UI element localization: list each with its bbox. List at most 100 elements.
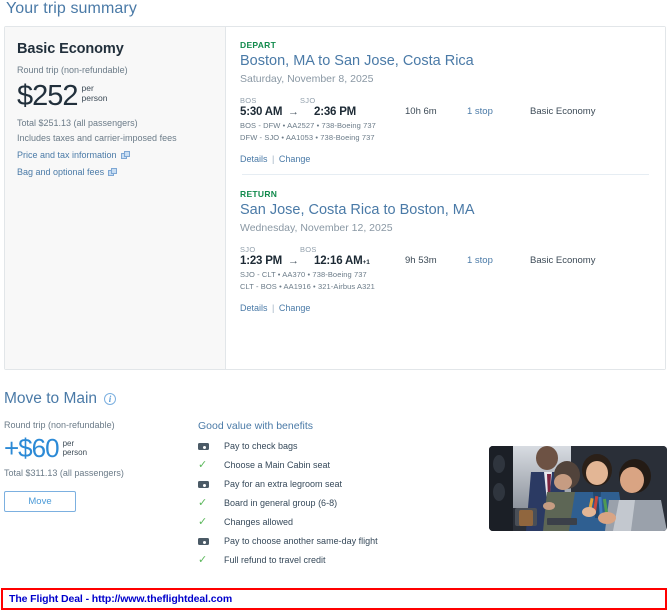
- flight-leg-depart: DEPART Boston, MA to San Jose, Costa Ric…: [240, 40, 651, 164]
- leg-duration: 9h 53m: [405, 255, 437, 266]
- origin-code: SJO: [240, 245, 256, 254]
- bag-and-optional-fees-link[interactable]: Bag and optional fees: [17, 167, 213, 177]
- check-icon: ✓: [198, 553, 208, 566]
- segment-detail: SJO - CLT • AA370 • 738-Boeing 737: [240, 270, 367, 279]
- arrow-right-icon: →: [288, 255, 299, 267]
- fare-panel: Basic Economy Round trip (non-refundable…: [5, 27, 226, 369]
- benefit-label: Full refund to travel credit: [224, 555, 326, 565]
- upsell-price-unit-person: person: [62, 448, 88, 457]
- fare-taxes-note: Includes taxes and carrier-imposed fees: [17, 133, 177, 143]
- leg-duration: 10h 6m: [405, 106, 437, 117]
- benefit-item: ✓ Board in general group (6-8): [198, 497, 478, 508]
- leg-actions-separator: |: [272, 154, 275, 164]
- trip-summary-card: Basic Economy Round trip (non-refundable…: [4, 26, 666, 370]
- origin-code: BOS: [240, 96, 257, 105]
- fare-price-row: $252 per person: [17, 81, 213, 111]
- benefit-item: Pay to choose another same-day flight: [198, 536, 478, 546]
- external-link-icon: [108, 167, 118, 177]
- leg-times: SJO BOS 1:23 PM → 12:16 AM +1: [240, 245, 405, 267]
- leg-actions-separator: |: [272, 303, 275, 313]
- upsell-price: +$60: [4, 433, 60, 463]
- cabin-passengers-photo: [489, 446, 667, 531]
- upsell-total: Total $311.13 (all passengers): [4, 468, 124, 478]
- check-icon: ✓: [198, 458, 208, 471]
- benefit-label: Pay to choose another same-day flight: [224, 536, 378, 546]
- leg-cabin: Basic Economy: [530, 106, 596, 117]
- upsell-price-unit: per person: [63, 439, 87, 457]
- fare-total: Total $251.13 (all passengers): [17, 118, 138, 128]
- leg-airport-codes: BOS SJO: [240, 96, 405, 105]
- leg-timeline: 1:23 PM → 12:16 AM +1: [240, 255, 405, 267]
- info-icon[interactable]: i: [104, 393, 117, 405]
- leg-change-link[interactable]: Change: [278, 303, 311, 313]
- benefit-label: Choose a Main Cabin seat: [224, 460, 331, 470]
- price-and-tax-information-label: Price and tax information: [17, 150, 117, 160]
- benefit-label: Pay for an extra legroom seat: [224, 479, 343, 489]
- leg-change-link[interactable]: Change: [278, 154, 311, 164]
- move-to-main-label: Move to Main: [4, 390, 98, 407]
- benefits-title: Good value with benefits: [198, 420, 313, 432]
- leg-divider: [242, 174, 649, 175]
- benefit-item: ✓ Choose a Main Cabin seat: [198, 458, 478, 471]
- flight-deal-banner: The Flight Deal - http://www.theflightde…: [1, 588, 667, 610]
- upsell-price-row: +$60 per person: [4, 435, 194, 462]
- fare-price-unit-per: per: [81, 83, 94, 93]
- cabin-photo-illustration: [489, 446, 667, 531]
- benefit-label: Board in general group (6-8): [224, 498, 338, 508]
- destination-code: BOS: [300, 245, 317, 254]
- leg-tag: DEPART: [240, 40, 277, 50]
- benefits-panel: Good value with benefits Pay to check ba…: [198, 420, 478, 565]
- leg-date: Wednesday, November 12, 2025: [240, 222, 393, 234]
- leg-airport-codes: SJO BOS: [240, 245, 405, 254]
- leg-details-link[interactable]: Details: [240, 154, 268, 164]
- arrive-time: 12:16 AM: [314, 255, 363, 267]
- flight-deal-banner-text[interactable]: The Flight Deal - http://www.theflightde…: [9, 593, 233, 605]
- segment-detail: CLT - BOS • AA1916 • 321-Airbus A321: [240, 282, 375, 291]
- move-to-main-title: Move to Main i: [4, 390, 117, 408]
- segment-detail: DFW - SJO • AA1053 • 738-Boeing 737: [240, 133, 375, 142]
- upsell-trip-type: Round trip (non-refundable): [4, 420, 115, 430]
- leg-times: BOS SJO 5:30 AM → 2:36 PM: [240, 96, 405, 118]
- destination-code: SJO: [300, 96, 316, 105]
- benefit-item: Pay to check bags: [198, 441, 478, 451]
- money-icon: [198, 442, 224, 450]
- price-and-tax-information-link[interactable]: Price and tax information: [17, 150, 213, 160]
- money-icon: [198, 537, 224, 545]
- arrow-right-icon: →: [288, 106, 299, 118]
- fare-price-unit: per person: [81, 83, 108, 103]
- depart-time: 1:23 PM: [240, 255, 283, 267]
- leg-actions: Details | Change: [240, 303, 651, 313]
- benefit-item: ✓ Full refund to travel credit: [198, 553, 478, 566]
- leg-timeline: 5:30 AM → 2:36 PM: [240, 106, 405, 118]
- upsell-price-unit-per: per: [62, 439, 75, 448]
- leg-summary-row: BOS SJO 5:30 AM → 2:36 PM 10h 6m 1 stop …: [240, 96, 651, 118]
- flight-leg-return: RETURN San Jose, Costa Rica to Boston, M…: [240, 189, 651, 313]
- leg-route[interactable]: Boston, MA to San Jose, Costa Rica: [240, 53, 474, 69]
- benefit-label: Changes allowed: [224, 517, 294, 527]
- bag-and-optional-fees-label: Bag and optional fees: [17, 167, 105, 177]
- leg-summary-row: SJO BOS 1:23 PM → 12:16 AM +1 9h 53m 1 s…: [240, 245, 651, 267]
- leg-actions: Details | Change: [240, 154, 651, 164]
- benefit-item: ✓ Changes allowed: [198, 515, 478, 528]
- arrive-time: 2:36 PM: [314, 106, 357, 118]
- leg-stops-link[interactable]: 1 stop: [467, 255, 493, 266]
- external-link-icon: [120, 150, 130, 160]
- segment-detail: BOS - DFW • AA2527 • 738-Boeing 737: [240, 121, 376, 130]
- depart-time: 5:30 AM: [240, 106, 283, 118]
- arrive-day-offset: +1: [362, 259, 370, 266]
- fare-trip-type: Round trip (non-refundable): [17, 65, 128, 75]
- fare-name: Basic Economy: [17, 41, 124, 57]
- leg-route[interactable]: San Jose, Costa Rica to Boston, MA: [240, 202, 475, 218]
- leg-date: Saturday, November 8, 2025: [240, 73, 374, 85]
- leg-stops-link[interactable]: 1 stop: [467, 106, 493, 117]
- fare-price: $252: [17, 80, 79, 112]
- check-icon: ✓: [198, 515, 208, 528]
- money-icon: [198, 480, 224, 488]
- benefit-item: Pay for an extra legroom seat: [198, 479, 478, 489]
- page-title: Your trip summary: [6, 0, 137, 17]
- move-button[interactable]: Move: [4, 491, 76, 512]
- leg-details-link[interactable]: Details: [240, 303, 268, 313]
- move-to-main-price-panel: Round trip (non-refundable) +$60 per per…: [4, 420, 194, 512]
- leg-tag: RETURN: [240, 189, 278, 199]
